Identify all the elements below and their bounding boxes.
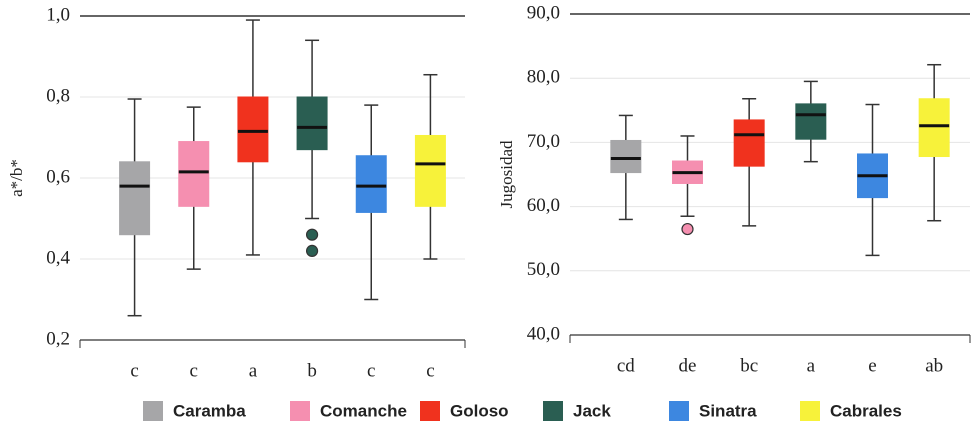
- y-tick-label: 80,0: [527, 67, 560, 88]
- legend-label: Goloso: [450, 401, 509, 420]
- y-tick-label: 60,0: [527, 195, 560, 216]
- legend-swatch: [420, 401, 440, 421]
- y-axis-label: a*/b*: [7, 159, 26, 197]
- x-tick-label: b: [307, 360, 317, 381]
- y-tick-label: 90,0: [527, 2, 560, 23]
- x-tick-label: c: [190, 360, 198, 381]
- y-tick-label: 0,2: [46, 328, 70, 349]
- y-tick-label: 0,8: [46, 85, 70, 106]
- legend-label: Caramba: [173, 401, 246, 420]
- y-tick-label: 50,0: [527, 259, 560, 280]
- y-tick-label: 70,0: [527, 131, 560, 152]
- box: [733, 119, 765, 167]
- box: [795, 103, 827, 140]
- y-tick-label: 1,0: [46, 4, 70, 25]
- legend-label: Jack: [573, 401, 611, 420]
- x-tick-label: c: [367, 360, 375, 381]
- box: [237, 96, 269, 163]
- y-tick-label: 0,6: [46, 166, 70, 187]
- y-tick-label: 40,0: [527, 323, 560, 344]
- box: [178, 141, 210, 207]
- outlier: [305, 244, 319, 257]
- x-tick-label: a: [807, 355, 816, 376]
- legend-label: Cabrales: [830, 401, 902, 420]
- x-tick-label: c: [426, 360, 434, 381]
- x-tick-label: c: [130, 360, 138, 381]
- box: [119, 161, 151, 236]
- box: [918, 98, 950, 158]
- box: [414, 134, 446, 207]
- legend-swatch: [290, 401, 310, 421]
- x-tick-label: de: [679, 355, 697, 376]
- outlier: [681, 222, 694, 236]
- x-tick-label: ab: [925, 355, 943, 376]
- legend-swatch: [143, 401, 163, 421]
- box: [610, 139, 642, 174]
- legend-label: Comanche: [320, 401, 407, 420]
- legend-label: Sinatra: [699, 401, 757, 420]
- legend-swatch: [800, 401, 820, 421]
- legend-swatch: [543, 401, 563, 421]
- box: [296, 96, 328, 151]
- outlier: [305, 228, 319, 241]
- y-axis-label: Jugosidad: [497, 140, 516, 209]
- legend-swatch: [669, 401, 689, 421]
- x-tick-label: a: [249, 360, 258, 381]
- x-tick-label: cd: [617, 355, 635, 376]
- box: [355, 155, 387, 213]
- x-tick-label: bc: [740, 355, 758, 376]
- x-tick-label: e: [868, 355, 876, 376]
- y-tick-label: 0,4: [46, 247, 70, 268]
